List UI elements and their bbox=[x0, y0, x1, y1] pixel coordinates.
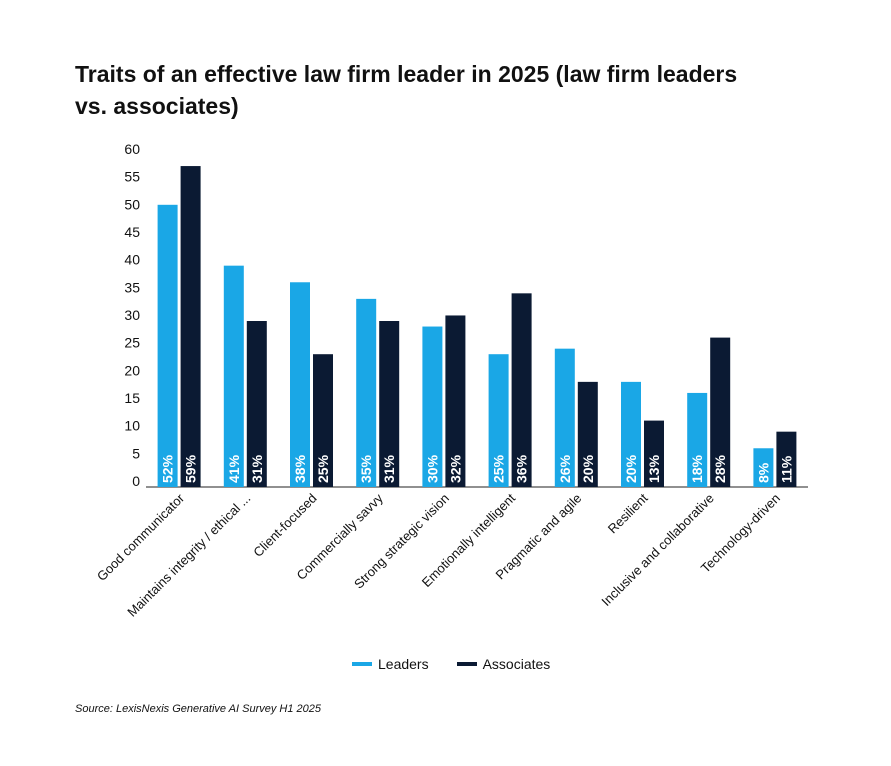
bar-leaders-1 bbox=[223, 265, 244, 487]
data-label: 36% bbox=[514, 454, 530, 483]
bar-leaders-0 bbox=[157, 204, 178, 488]
data-label: 20% bbox=[623, 454, 639, 483]
legend: Leaders Associates bbox=[352, 656, 578, 672]
bar-leaders-6 bbox=[554, 348, 575, 487]
data-label: 18% bbox=[689, 454, 705, 483]
data-label: 35% bbox=[358, 454, 374, 483]
source-note: Source: LexisNexis Generative AI Survey … bbox=[75, 703, 321, 715]
legend-label-leaders: Leaders bbox=[378, 656, 429, 672]
x-tick-label: Client-focused bbox=[250, 491, 319, 560]
bar-associates-1 bbox=[246, 321, 267, 487]
chart-title: Traits of an effective law firm leader i… bbox=[75, 61, 738, 119]
y-tick-label: 5 bbox=[132, 445, 140, 461]
data-label: 13% bbox=[646, 454, 662, 483]
legend-item-leaders: Leaders bbox=[352, 656, 429, 672]
bar-leaders-2 bbox=[290, 282, 310, 487]
bar-associates-0 bbox=[180, 166, 201, 488]
bar-leaders-8 bbox=[687, 392, 708, 487]
data-label: 11% bbox=[778, 455, 794, 483]
y-tick-label: 30 bbox=[124, 307, 140, 323]
data-label: 25% bbox=[491, 454, 507, 483]
data-label: 26% bbox=[557, 454, 573, 483]
y-tick-label: 20 bbox=[124, 362, 140, 378]
y-tick-label: 25 bbox=[124, 335, 140, 351]
y-tick-label: 50 bbox=[124, 196, 140, 212]
data-label: 28% bbox=[712, 454, 728, 483]
bar-associates-3 bbox=[379, 321, 400, 487]
legend-swatch-associates bbox=[456, 662, 477, 666]
data-label: 41% bbox=[226, 454, 242, 483]
bar-leaders-4 bbox=[422, 326, 443, 487]
data-label: 59% bbox=[183, 454, 199, 483]
x-tick-label: Resilient bbox=[605, 490, 651, 536]
data-label: 8% bbox=[755, 462, 771, 483]
y-tick-label: 45 bbox=[124, 224, 140, 240]
y-tick-label: 0 bbox=[132, 473, 140, 489]
bar-leaders-9 bbox=[753, 448, 774, 487]
bar-associates-4 bbox=[445, 315, 466, 487]
y-tick-label: 10 bbox=[124, 418, 140, 434]
y-tick-label: 60 bbox=[124, 141, 140, 157]
bar-associates-5 bbox=[511, 293, 532, 487]
legend-item-associates: Associates bbox=[456, 656, 551, 672]
x-tick-label: Inclusive and collaborative bbox=[598, 491, 716, 609]
x-tick-label: Maintains integrity / ethical ... bbox=[124, 491, 253, 620]
data-label: 38% bbox=[292, 454, 308, 483]
data-label: 20% bbox=[580, 454, 596, 483]
data-label: 31% bbox=[381, 454, 397, 483]
bar-associates-8 bbox=[710, 337, 731, 487]
bar-associates-2 bbox=[313, 354, 333, 487]
y-tick-label: 40 bbox=[124, 252, 140, 268]
bar-associates-9 bbox=[776, 431, 797, 487]
legend-label-associates: Associates bbox=[482, 656, 551, 672]
bar-associates-6 bbox=[577, 381, 598, 487]
y-tick-label: 55 bbox=[124, 169, 140, 185]
data-label: 52% bbox=[160, 454, 176, 483]
legend-swatch-leaders bbox=[352, 662, 372, 666]
bar-leaders-3 bbox=[356, 298, 377, 487]
data-label: 30% bbox=[424, 454, 440, 483]
bar-leaders-7 bbox=[621, 381, 641, 487]
y-tick-label: 15 bbox=[124, 390, 140, 406]
bar-leaders-5 bbox=[488, 354, 509, 487]
data-label: 25% bbox=[315, 454, 331, 483]
bar-associates-7 bbox=[644, 420, 664, 487]
y-tick-label: 35 bbox=[124, 279, 140, 295]
data-label: 32% bbox=[447, 454, 463, 483]
data-label: 31% bbox=[249, 454, 265, 483]
